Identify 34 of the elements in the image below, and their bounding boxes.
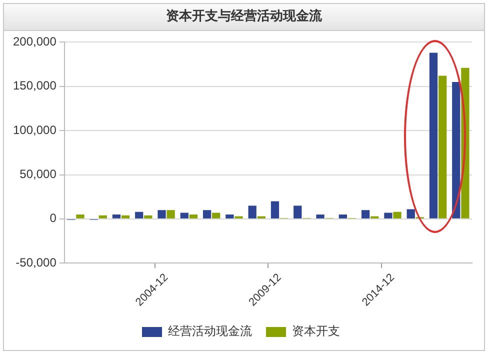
bar (438, 76, 447, 218)
bar (406, 209, 415, 218)
chart-title: 资本开支与经营活动现金流 (4, 4, 484, 31)
y-tick-label: 200,000 (12, 34, 57, 49)
bar (135, 212, 144, 218)
y-tick-label: 150,000 (12, 78, 57, 93)
bar (226, 214, 234, 218)
bar (361, 210, 370, 218)
bar (452, 82, 460, 218)
legend-label: 经营活动现金流 (168, 324, 252, 338)
bar (144, 215, 152, 218)
bar (121, 215, 130, 218)
bar (202, 210, 212, 218)
legend-label: 资本开支 (292, 324, 340, 338)
y-tick-label: 0 (50, 211, 57, 226)
bar (248, 206, 256, 218)
bar (158, 210, 166, 218)
bar (76, 214, 84, 218)
bar (112, 214, 121, 218)
y-tick-label: 50,000 (20, 167, 57, 182)
bar (294, 206, 302, 218)
bar (212, 212, 220, 218)
bar (166, 210, 175, 218)
bar (189, 214, 198, 218)
bar (180, 212, 188, 218)
y-tick-label: -50,000 (16, 255, 57, 270)
bar (384, 212, 392, 218)
bar (98, 215, 107, 218)
bar (316, 214, 324, 218)
bar (429, 52, 438, 218)
y-tick-label: 100,000 (12, 122, 57, 137)
bar (270, 201, 280, 218)
bar (393, 212, 402, 218)
bar (338, 214, 347, 218)
